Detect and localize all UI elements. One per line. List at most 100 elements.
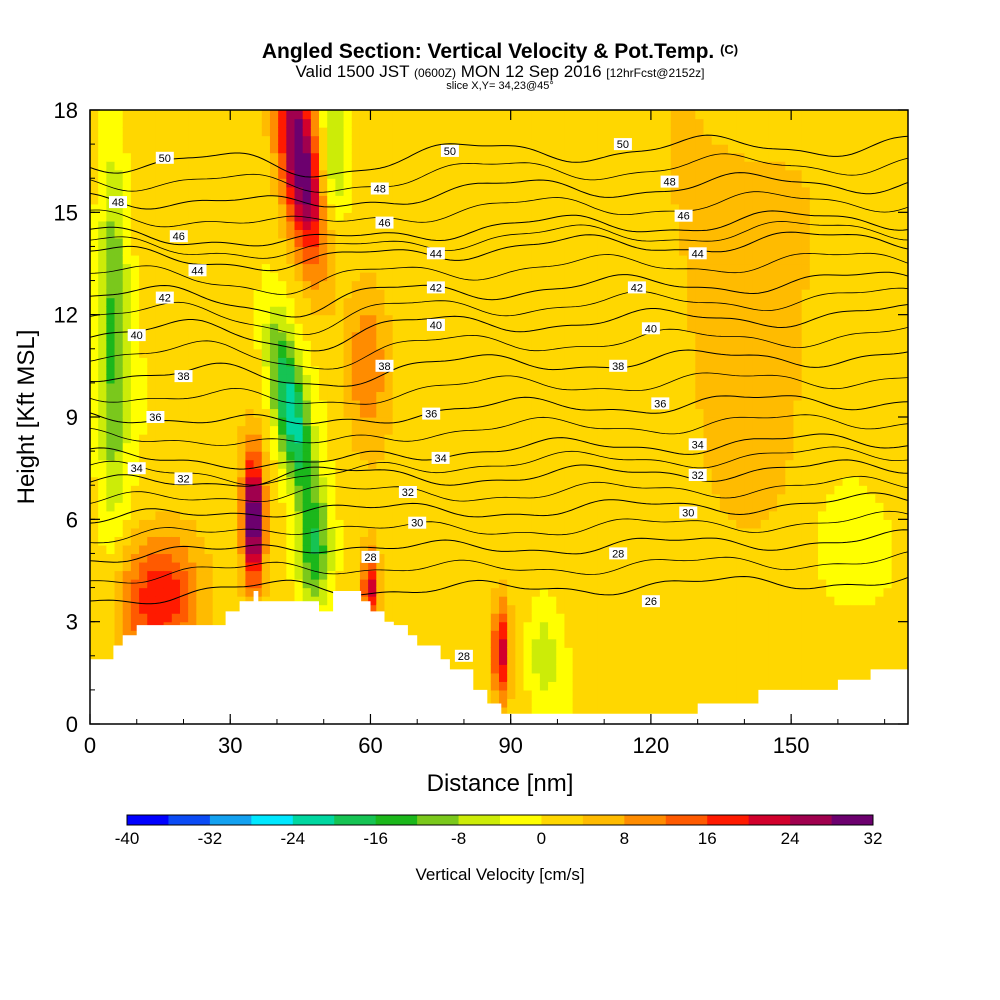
velocity-cell (499, 698, 508, 708)
velocity-cell (572, 502, 582, 512)
velocity-cell (515, 263, 525, 273)
velocity-cell (302, 587, 312, 597)
velocity-cell (531, 476, 541, 486)
velocity-cell (588, 655, 598, 665)
velocity-cell (482, 655, 492, 665)
velocity-cell (343, 365, 353, 375)
velocity-cell (458, 135, 467, 145)
velocity-cell (400, 289, 410, 299)
velocity-cell (556, 169, 566, 179)
velocity-cell (400, 536, 410, 546)
velocity-cell (376, 604, 386, 614)
velocity-cell (458, 374, 467, 384)
velocity-cell (539, 306, 549, 316)
velocity-cell (351, 169, 361, 179)
velocity-cell (90, 630, 99, 640)
velocity-cell (261, 374, 271, 384)
velocity-cell (523, 613, 533, 623)
velocity-cell (130, 212, 140, 222)
velocity-cell (638, 698, 647, 708)
velocity-cell (294, 459, 304, 469)
velocity-cell (220, 152, 230, 162)
velocity-cell (253, 178, 263, 188)
velocity-cell (114, 553, 124, 563)
velocity-cell (359, 340, 369, 350)
velocity-cell (229, 493, 238, 503)
velocity-cell (572, 229, 582, 239)
chart-title: Angled Section: Vertical Velocity & Pot.… (262, 40, 714, 63)
velocity-cell (499, 306, 508, 316)
velocity-cell (229, 314, 238, 324)
velocity-cell (188, 135, 197, 145)
velocity-cell (548, 220, 557, 230)
velocity-cell (474, 655, 484, 665)
velocity-cell (106, 544, 116, 555)
velocity-cell (580, 408, 590, 418)
velocity-cell (556, 374, 566, 384)
velocity-cell (466, 417, 476, 427)
velocity-cell (474, 468, 484, 478)
velocity-cell (237, 399, 247, 410)
velocity-cell (621, 306, 631, 316)
velocity-cell (621, 280, 631, 290)
velocity-cell (98, 110, 107, 120)
velocity-cell (294, 570, 304, 580)
velocity-cell (229, 127, 238, 137)
velocity-cell (458, 365, 467, 375)
velocity-cell (646, 186, 656, 196)
velocity-cell (278, 144, 287, 154)
velocity-cell (98, 340, 107, 350)
velocity-cell (474, 570, 484, 580)
velocity-cell (147, 186, 157, 196)
velocity-cell (629, 544, 639, 555)
velocity-cell (130, 152, 140, 162)
velocity-cell (539, 246, 549, 256)
velocity-cell (327, 493, 336, 503)
velocity-cell (556, 664, 566, 674)
velocity-cell (188, 195, 197, 205)
velocity-cell (269, 272, 279, 282)
velocity-cell (106, 152, 116, 162)
velocity-cell (449, 519, 459, 529)
velocity-cell (638, 365, 647, 375)
velocity-cell (597, 331, 606, 341)
velocity-cell (392, 178, 402, 188)
velocity-cell (245, 519, 255, 529)
velocity-cell (310, 246, 320, 256)
velocity-cell (106, 297, 116, 307)
velocity-cell (499, 672, 508, 682)
velocity-cell (580, 655, 590, 665)
velocity-cell (220, 553, 230, 563)
velocity-cell (392, 144, 402, 154)
velocity-cell (278, 468, 287, 478)
velocity-cell (212, 417, 222, 427)
velocity-cell (458, 254, 467, 265)
velocity-cell (163, 280, 173, 290)
velocity-cell (261, 596, 271, 606)
velocity-cell (507, 263, 516, 273)
velocity-cell (449, 203, 459, 213)
velocity-cell (155, 451, 165, 461)
velocity-cell (114, 229, 124, 239)
velocity-cell (564, 596, 574, 606)
velocity-cell (458, 596, 467, 606)
velocity-cell (507, 365, 516, 375)
velocity-cell (597, 681, 606, 691)
velocity-cell (220, 399, 230, 410)
velocity-cell (564, 382, 574, 393)
velocity-cell (441, 502, 451, 512)
velocity-cell (646, 263, 656, 273)
velocity-cell (351, 561, 361, 572)
velocity-cell (155, 613, 165, 623)
velocity-cell (319, 527, 328, 537)
velocity-cell (515, 331, 525, 341)
velocity-cell (588, 365, 598, 375)
velocity-cell (122, 417, 132, 427)
velocity-cell (302, 229, 312, 239)
velocity-cell (580, 630, 590, 640)
velocity-cell (409, 544, 418, 555)
velocity-cell (490, 348, 500, 358)
velocity-cell (310, 178, 320, 188)
velocity-cell (261, 237, 271, 248)
velocity-cell (204, 417, 214, 427)
